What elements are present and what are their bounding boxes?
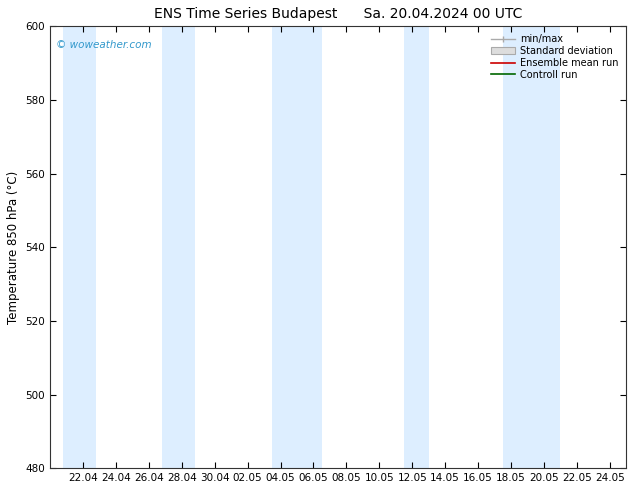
Bar <box>273 26 321 468</box>
Text: © woweather.com: © woweather.com <box>56 40 152 49</box>
Y-axis label: Temperature 850 hPa (°C): Temperature 850 hPa (°C) <box>7 171 20 324</box>
Bar <box>63 26 96 468</box>
Bar <box>503 26 560 468</box>
Title: ENS Time Series Budapest      Sa. 20.04.2024 00 UTC: ENS Time Series Budapest Sa. 20.04.2024 … <box>154 7 522 21</box>
Bar <box>162 26 195 468</box>
Legend: min/max, Standard deviation, Ensemble mean run, Controll run: min/max, Standard deviation, Ensemble me… <box>488 31 621 83</box>
Bar <box>404 26 429 468</box>
